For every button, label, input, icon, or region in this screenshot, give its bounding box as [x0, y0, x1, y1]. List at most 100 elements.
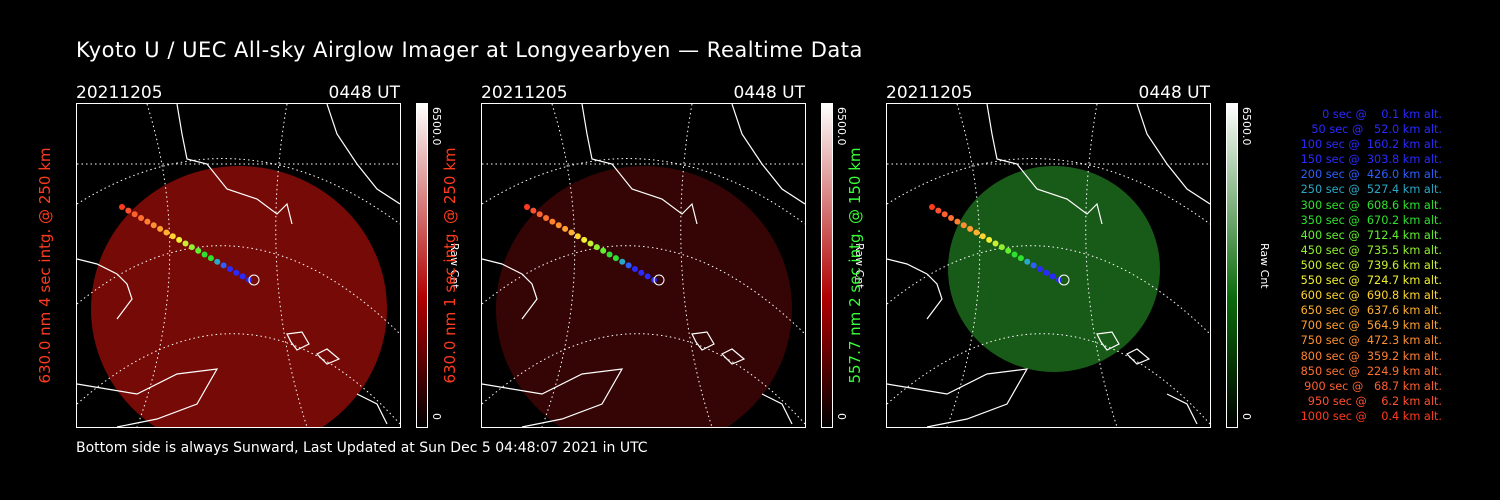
allsky-map [481, 103, 806, 428]
trajectory-point [220, 262, 227, 269]
station-marker [1058, 274, 1070, 286]
trajectory-point [954, 218, 961, 225]
trajectory-point [530, 207, 537, 214]
trajectory-point [150, 222, 157, 229]
trajectory-point [562, 225, 569, 232]
lat-lon-grid [77, 104, 400, 427]
imager-panel-2: 20211205 0448 UT 630.0 nm 1 sec intg. @ … [441, 83, 881, 433]
panel-ylabel: 630.0 nm 1 sec intg. @ 250 km [441, 147, 459, 384]
legend-item: 250 sec @ 527.4 km alt. [1296, 183, 1442, 197]
trajectory-point [644, 273, 651, 280]
colorbar-unit-label: Raw Cnt [853, 243, 866, 289]
colorbar-max-label: 6500.0 [430, 107, 443, 146]
trajectory-point [549, 218, 556, 225]
trajectory-point [233, 269, 240, 276]
trajectory-point [935, 207, 942, 214]
trajectory-legend: 0 sec @ 0.1 km alt. 50 sec @ 52.0 km alt… [1262, 107, 1442, 424]
station-marker [248, 274, 260, 286]
trajectory-point [131, 211, 138, 218]
trajectory-point [543, 214, 550, 221]
coastlines [887, 104, 1210, 427]
imager-panel-3: 20211205 0448 UT 557.7 nm 2 sec intg. @ … [846, 83, 1286, 433]
legend-item: 100 sec @ 160.2 km alt. [1296, 138, 1442, 152]
trajectory-point [201, 251, 208, 258]
trajectory-point [144, 218, 151, 225]
lat-lon-grid [482, 104, 805, 427]
allsky-map-svg [482, 104, 805, 427]
trajectory-point [1049, 273, 1056, 280]
trajectory-track [929, 204, 1070, 286]
legend-item: 850 sec @ 224.9 km alt. [1296, 364, 1442, 378]
trajectory-point [119, 204, 125, 210]
legend-item: 200 sec @ 426.0 km alt. [1296, 168, 1442, 182]
panel-date: 20211205 [481, 83, 568, 103]
legend-item: 600 sec @ 690.8 km alt. [1296, 289, 1442, 303]
panel-time: 0448 UT [328, 83, 401, 103]
trajectory-point [612, 255, 619, 262]
trajectory-point [587, 240, 594, 247]
trajectory-point [536, 211, 543, 218]
allsky-map [76, 103, 401, 428]
legend-item: 700 sec @ 564.9 km alt. [1296, 319, 1442, 333]
trajectory-point [176, 236, 183, 243]
trajectory-track [119, 204, 260, 286]
colorbar [416, 103, 428, 428]
legend-item: 300 sec @ 608.6 km alt. [1296, 198, 1442, 212]
trajectory-point [593, 244, 600, 251]
legend-item: 1000 sec @ 0.4 km alt. [1300, 409, 1442, 423]
trajectory-point [948, 214, 955, 221]
trajectory-point [1030, 262, 1037, 269]
legend-item: 500 sec @ 739.6 km alt. [1296, 258, 1442, 272]
trajectory-point [606, 251, 613, 258]
trajectory-point [998, 244, 1005, 251]
trajectory-point [568, 229, 575, 236]
trajectory-point [207, 255, 214, 262]
legend-item: 450 sec @ 735.5 km alt. [1296, 243, 1442, 257]
allsky-map [886, 103, 1211, 428]
colorbar [1226, 103, 1238, 428]
legend-item: 550 sec @ 724.7 km alt. [1296, 274, 1442, 288]
station-marker [653, 274, 665, 286]
colorbar-min-label: 0 [430, 413, 443, 420]
trajectory-point [1005, 247, 1012, 254]
colorbar-unit-label: Raw Cnt [1258, 243, 1271, 289]
trajectory-point [581, 236, 588, 243]
trajectory-point [214, 258, 221, 265]
coastlines [482, 104, 805, 427]
legend-item: 650 sec @ 637.6 km alt. [1296, 304, 1442, 318]
trajectory-point [1036, 266, 1043, 273]
trajectory-point [941, 211, 948, 218]
trajectory-point [631, 266, 638, 273]
colorbar-max-label: 6500.0 [835, 107, 848, 146]
trajectory-point [625, 262, 632, 269]
trajectory-point [992, 240, 999, 247]
legend-item: 400 sec @ 712.4 km alt. [1296, 228, 1442, 242]
trajectory-point [979, 233, 986, 240]
page-title: Kyoto U / UEC All-sky Airglow Imager at … [76, 38, 863, 62]
trajectory-point [1043, 269, 1050, 276]
trajectory-point [163, 229, 170, 236]
trajectory-point [524, 204, 530, 210]
legend-item: 900 sec @ 68.7 km alt. [1300, 379, 1442, 393]
coastlines [77, 104, 400, 427]
trajectory-point [1017, 255, 1024, 262]
trajectory-point [188, 244, 195, 251]
airglow-image [91, 166, 387, 427]
trajectory-point [195, 247, 202, 254]
trajectory-point [986, 236, 993, 243]
legend-item: 350 sec @ 670.2 km alt. [1296, 213, 1442, 227]
panel-date: 20211205 [76, 83, 163, 103]
imager-panel-1: 20211205 0448 UT 630.0 nm 4 sec intg. @ … [36, 83, 476, 433]
trajectory-point [239, 273, 246, 280]
panel-ylabel: 557.7 nm 2 sec intg. @ 150 km [846, 147, 864, 384]
trajectory-point [574, 233, 581, 240]
allsky-map-svg [887, 104, 1210, 427]
airglow-image [496, 166, 792, 427]
trajectory-point [125, 207, 132, 214]
legend-item: 0 sec @ 0.1 km alt. [1311, 108, 1442, 121]
panel-time: 0448 UT [1138, 83, 1211, 103]
trajectory-point [638, 269, 645, 276]
footer-note: Bottom side is always Sunward, Last Upda… [76, 440, 648, 456]
colorbar [821, 103, 833, 428]
colorbar-min-label: 0 [1240, 413, 1253, 420]
